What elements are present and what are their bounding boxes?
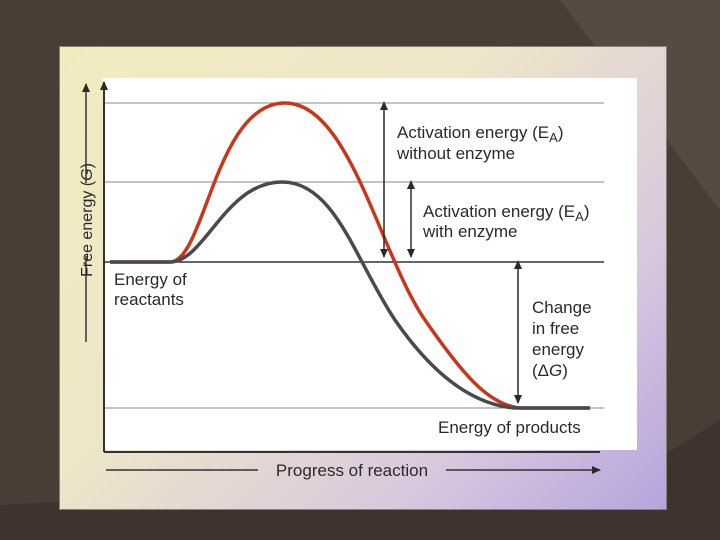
label-change-free-energy-line1: Change: [532, 298, 592, 317]
plot-panel: [103, 78, 637, 450]
curve-with-enzyme: [110, 180, 590, 410]
label-energy-of-reactants-line1: Energy of: [114, 270, 187, 289]
label-energy-of-reactants-line2: reactants: [114, 290, 184, 309]
label-activation-with-enzyme-line2: with enzyme: [422, 222, 517, 241]
curve-without-enzyme: [110, 101, 590, 410]
label-activation-with-enzyme-line1: Activation energy (EA): [423, 202, 589, 224]
y-axis-label: Free energy (G): [79, 163, 96, 277]
label-change-free-energy-line3: energy: [532, 340, 584, 359]
label-change-free-energy-line2: in free: [532, 319, 579, 338]
x-axis-label: Progress of reaction: [276, 461, 428, 480]
label-change-free-energy-line4: (ΔG): [532, 361, 568, 380]
label-activation-without-enzyme-line1: Activation energy (EA): [397, 123, 563, 145]
label-activation-without-enzyme-line2: without enzyme: [396, 144, 515, 163]
label-energy-of-products: Energy of products: [438, 418, 581, 437]
